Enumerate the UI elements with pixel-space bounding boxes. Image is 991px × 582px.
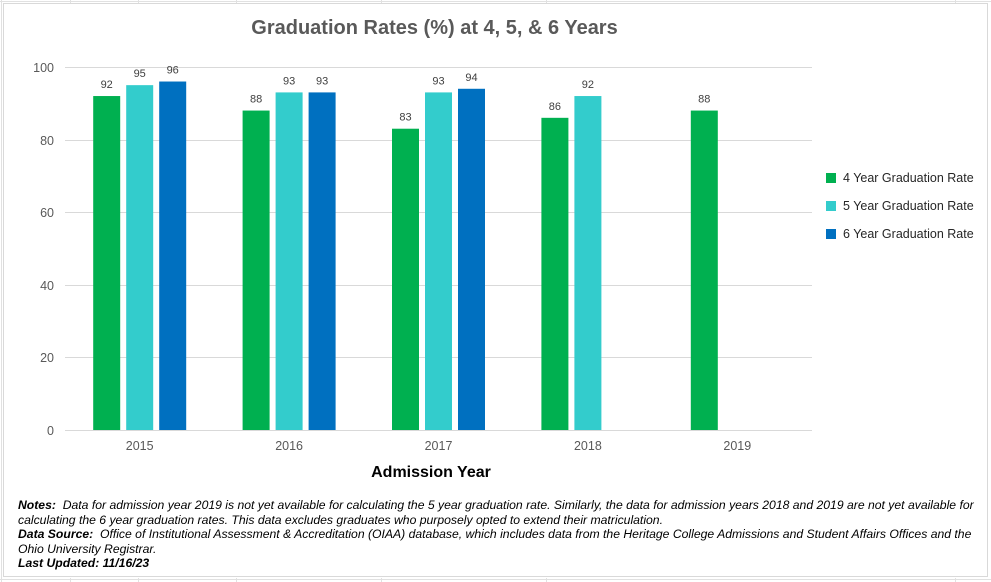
data-label: 93 bbox=[432, 75, 444, 87]
bar-6-year-graduation-rate bbox=[159, 81, 187, 431]
x-tick-label: 2016 bbox=[275, 439, 303, 453]
chart-notes: Notes: Data for admission year 2019 is n… bbox=[18, 498, 980, 571]
legend-label: 5 Year Graduation Rate bbox=[843, 199, 974, 213]
legend-item[interactable]: 5 Year Graduation Rate bbox=[826, 192, 974, 220]
data-label: 88 bbox=[250, 94, 262, 106]
x-tick-label: 2017 bbox=[425, 439, 453, 453]
legend-swatch bbox=[826, 201, 836, 211]
legend-item[interactable]: 6 Year Graduation Rate bbox=[826, 220, 974, 248]
data-label: 96 bbox=[167, 65, 179, 77]
y-tick-label: 40 bbox=[40, 279, 54, 293]
bar-4-year-graduation-rate bbox=[93, 96, 121, 430]
data-label: 88 bbox=[698, 94, 710, 106]
legend[interactable]: 4 Year Graduation Rate 5 Year Graduation … bbox=[826, 164, 974, 248]
notes-label: Notes: bbox=[18, 498, 56, 512]
y-tick-label: 20 bbox=[40, 351, 54, 365]
bar-5-year-graduation-rate bbox=[275, 92, 303, 430]
last-updated: Last Updated: 11/16/23 bbox=[18, 556, 150, 571]
data-source-label: Data Source: bbox=[18, 527, 94, 542]
y-tick-label: 80 bbox=[40, 134, 54, 148]
bar-6-year-graduation-rate bbox=[308, 92, 336, 430]
bar-5-year-graduation-rate bbox=[126, 85, 154, 431]
x-tick-label: 2018 bbox=[574, 439, 602, 453]
bar-4-year-graduation-rate bbox=[690, 110, 718, 430]
data-label: 93 bbox=[316, 75, 328, 87]
notes-text: Data for admission year 2019 is not yet … bbox=[18, 498, 974, 527]
legend-item[interactable]: 4 Year Graduation Rate bbox=[826, 164, 974, 192]
data-source-text: Office of Institutional Assessment & Acc… bbox=[18, 527, 972, 556]
data-label: 93 bbox=[283, 75, 295, 87]
x-tick-label: 2019 bbox=[723, 439, 751, 453]
chart-title: Graduation Rates (%) at 4, 5, & 6 Years bbox=[251, 17, 618, 39]
y-tick-label: 0 bbox=[47, 424, 54, 438]
legend-swatch bbox=[826, 229, 836, 239]
data-label: 95 bbox=[134, 68, 146, 80]
data-label: 92 bbox=[582, 79, 594, 91]
data-label: 94 bbox=[465, 72, 477, 84]
bar-4-year-graduation-rate bbox=[541, 117, 569, 430]
data-label: 86 bbox=[549, 101, 561, 113]
bar-5-year-graduation-rate bbox=[574, 96, 602, 430]
x-tick-label: 2015 bbox=[126, 439, 154, 453]
legend-label: 6 Year Graduation Rate bbox=[843, 227, 974, 241]
legend-label: 4 Year Graduation Rate bbox=[843, 171, 974, 185]
y-tick-label: 60 bbox=[40, 206, 54, 220]
y-tick-label: 100 bbox=[33, 61, 54, 75]
bar-5-year-graduation-rate bbox=[425, 92, 452, 430]
bar-6-year-graduation-rate bbox=[458, 88, 485, 430]
legend-swatch bbox=[826, 173, 836, 183]
bar-4-year-graduation-rate bbox=[392, 128, 419, 430]
data-label: 83 bbox=[399, 112, 411, 124]
bar-4-year-graduation-rate bbox=[242, 110, 270, 430]
data-label: 92 bbox=[101, 79, 113, 91]
x-axis-title: Admission Year bbox=[371, 464, 491, 481]
